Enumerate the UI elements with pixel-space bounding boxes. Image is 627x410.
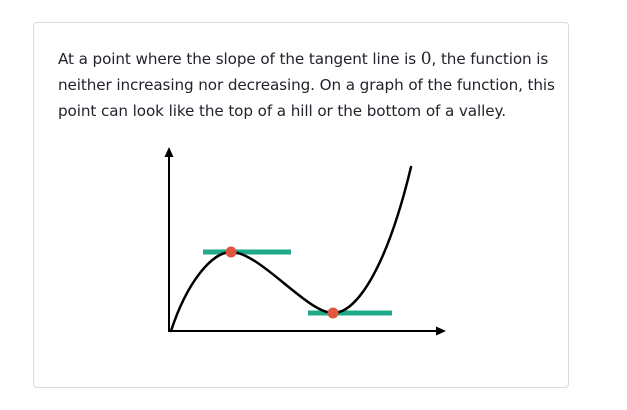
arrow-right-icon bbox=[436, 326, 446, 336]
math-zero: 0 bbox=[420, 49, 432, 69]
text-part-1: At a point where the slope of the tangen… bbox=[58, 50, 421, 68]
function-curve bbox=[169, 165, 413, 333]
explanation-card: At a point where the slope of the tangen… bbox=[33, 22, 569, 388]
function-graph bbox=[164, 147, 446, 336]
text-part-2: , the function is neither increasing nor… bbox=[58, 50, 555, 120]
explanation-text: At a point where the slope of the tangen… bbox=[58, 46, 558, 124]
valley-point bbox=[327, 307, 339, 319]
hilltop-point bbox=[225, 246, 237, 258]
arrow-up-icon bbox=[164, 147, 174, 157]
